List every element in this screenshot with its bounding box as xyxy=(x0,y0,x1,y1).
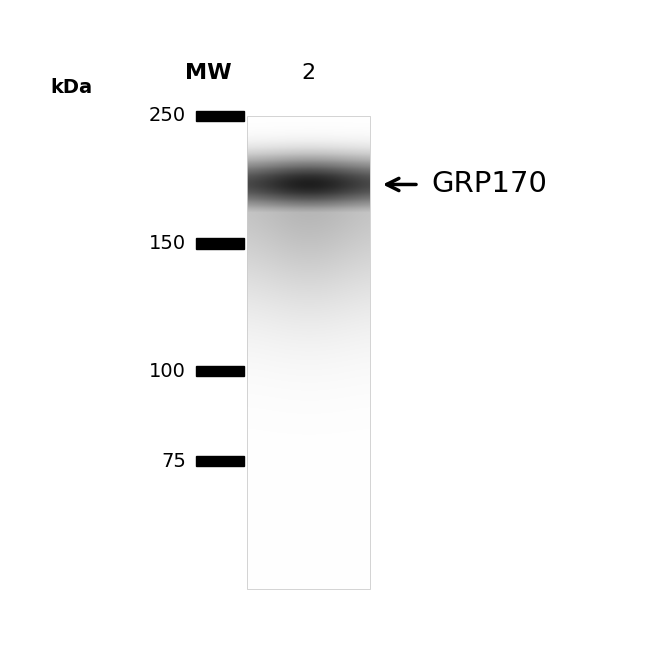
Text: 250: 250 xyxy=(149,107,186,125)
Bar xyxy=(196,111,244,121)
Text: 2: 2 xyxy=(302,63,316,83)
Text: 100: 100 xyxy=(149,362,186,381)
Text: 75: 75 xyxy=(161,452,186,471)
Text: GRP170: GRP170 xyxy=(432,170,548,198)
Text: kDa: kDa xyxy=(50,78,92,97)
Text: 150: 150 xyxy=(149,234,186,253)
Bar xyxy=(196,456,244,466)
Bar xyxy=(196,239,244,249)
Bar xyxy=(248,116,370,589)
Text: MW: MW xyxy=(185,63,232,83)
Bar xyxy=(196,366,244,376)
